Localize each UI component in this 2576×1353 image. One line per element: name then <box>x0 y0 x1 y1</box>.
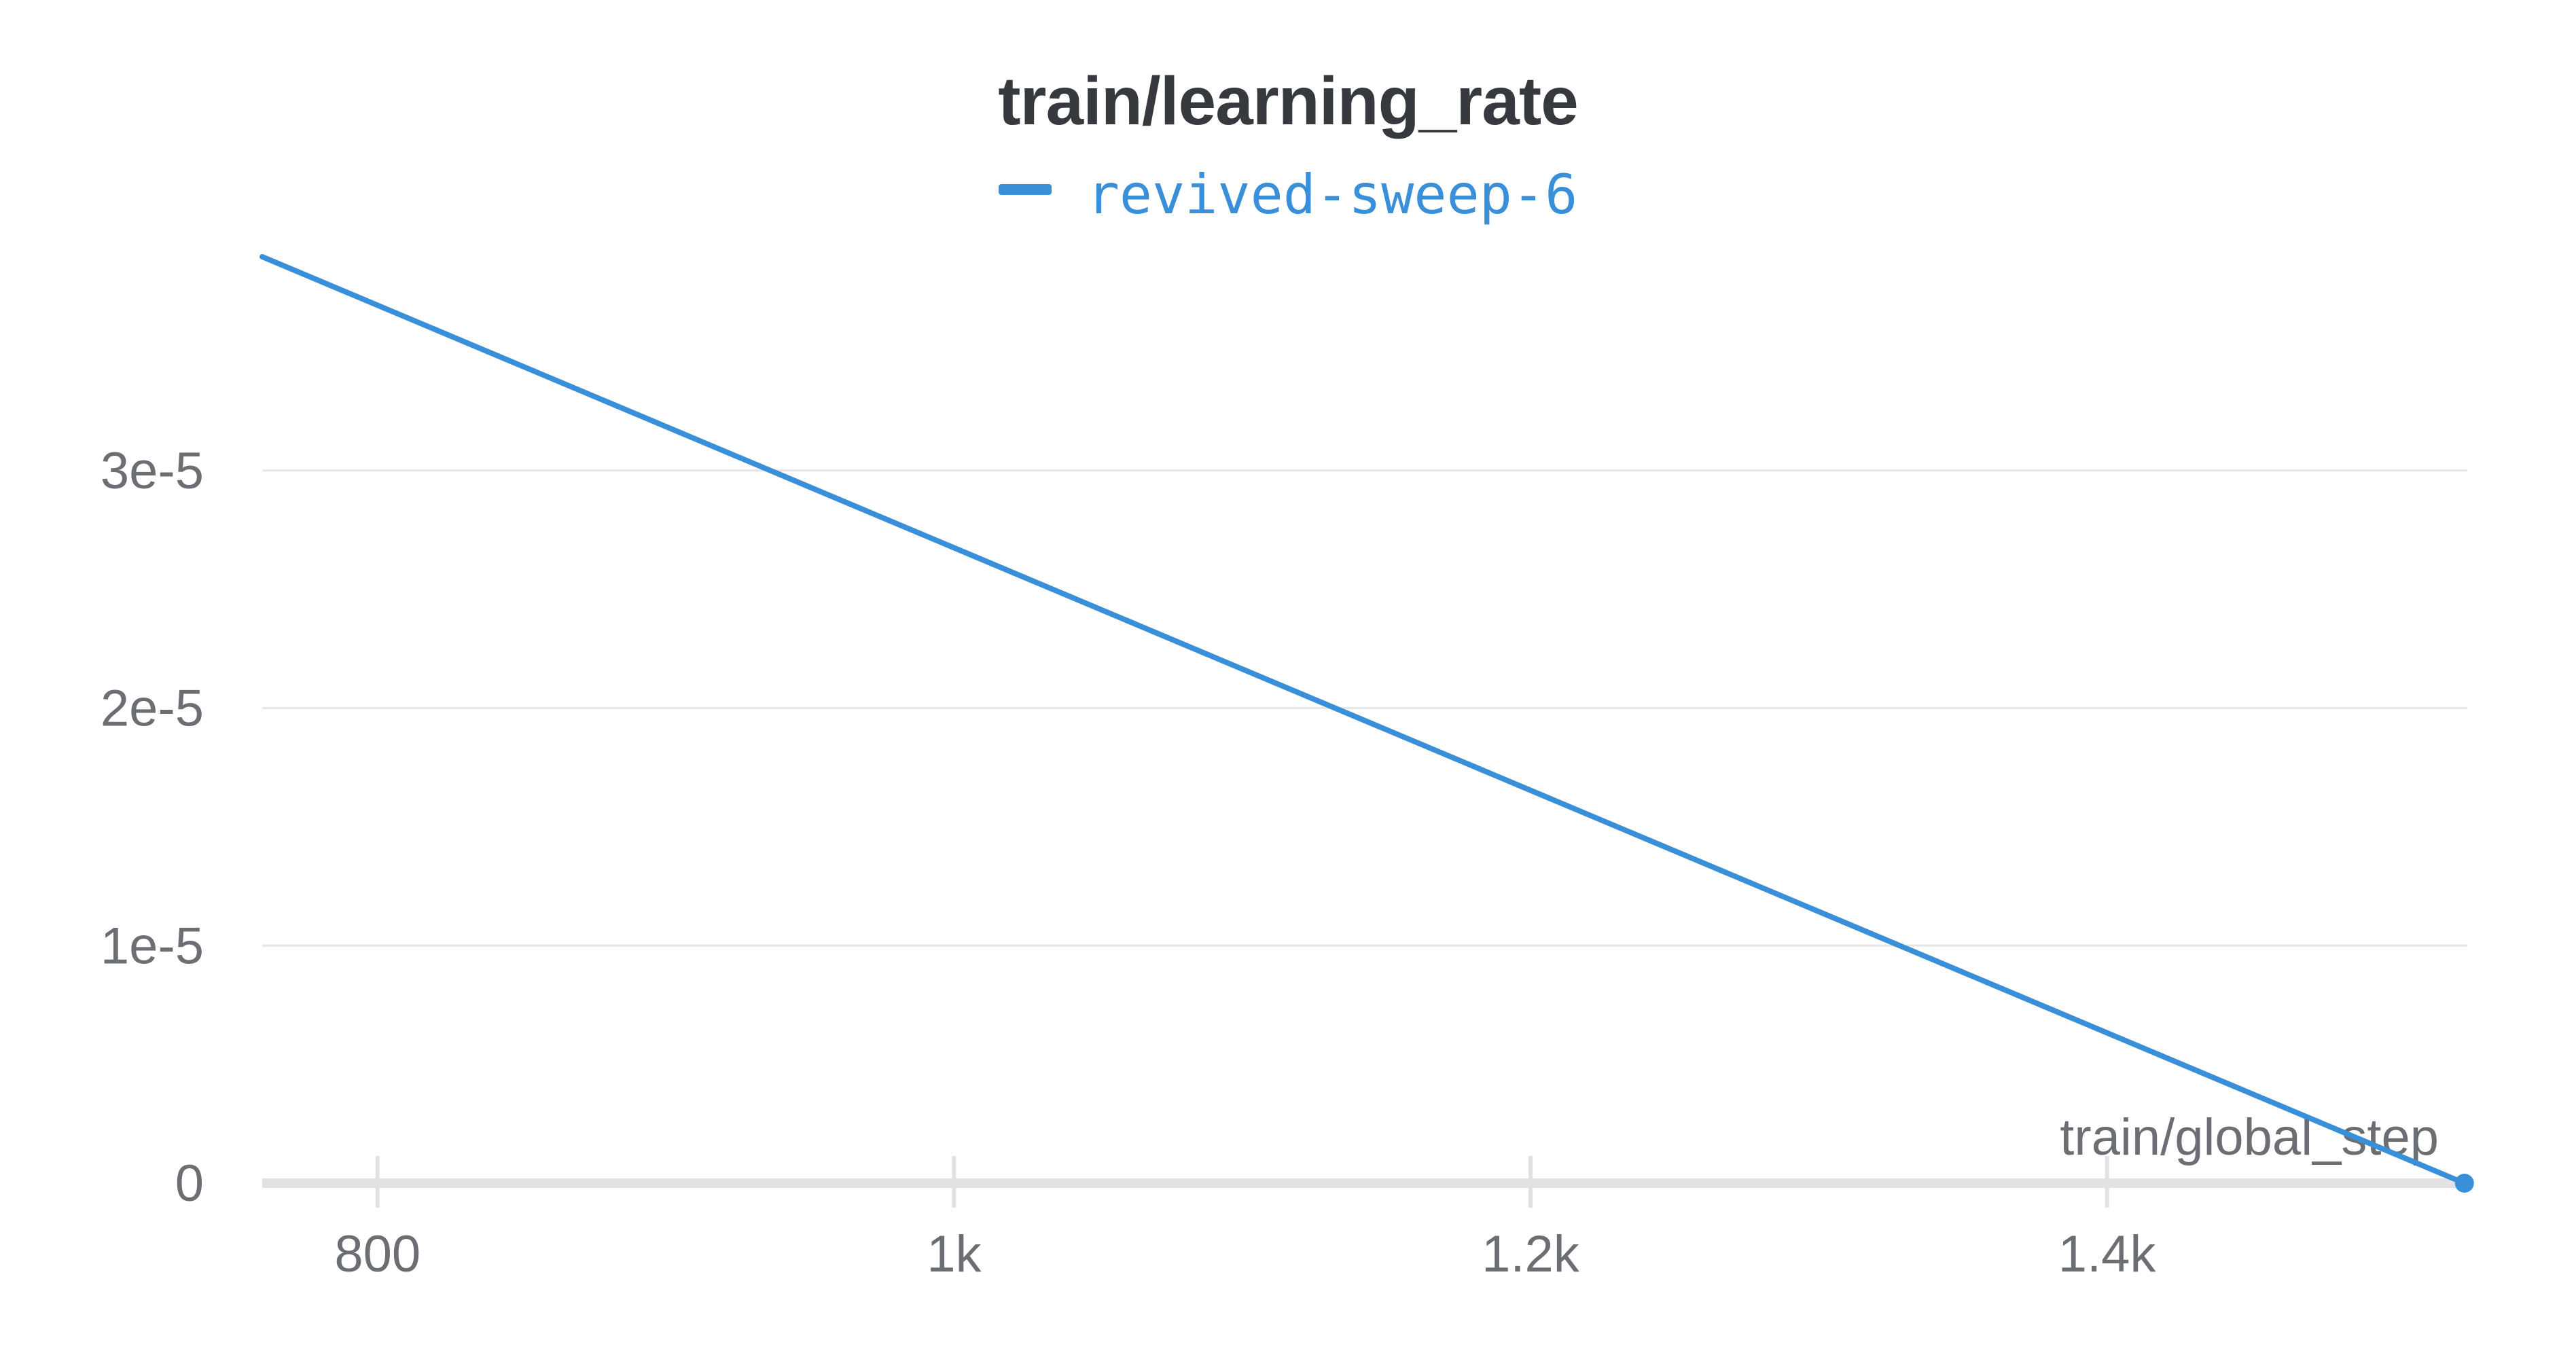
y-tick-label: 0 <box>175 1155 204 1212</box>
series-line <box>260 254 2467 1186</box>
y-tick-label: 1e-5 <box>101 917 204 975</box>
series-end-point <box>2454 1174 2474 1193</box>
x-tick-label: 800 <box>334 1225 421 1283</box>
x-axis-label: train/global_step <box>2060 1108 2439 1166</box>
y-tick-label: 2e-5 <box>101 680 204 738</box>
x-tick-label: 1.4k <box>2058 1225 2157 1283</box>
y-tick-label: 3e-5 <box>101 442 204 500</box>
legend[interactable]: revived-sweep-6 <box>0 163 2576 226</box>
x-tick-label: 1k <box>927 1225 982 1283</box>
legend-series-label[interactable]: revived-sweep-6 <box>1086 163 1578 226</box>
legend-swatch <box>998 183 1052 195</box>
x-tick-label: 1.2k <box>1482 1225 1580 1283</box>
chart-title: train/learning_rate <box>998 63 1579 139</box>
